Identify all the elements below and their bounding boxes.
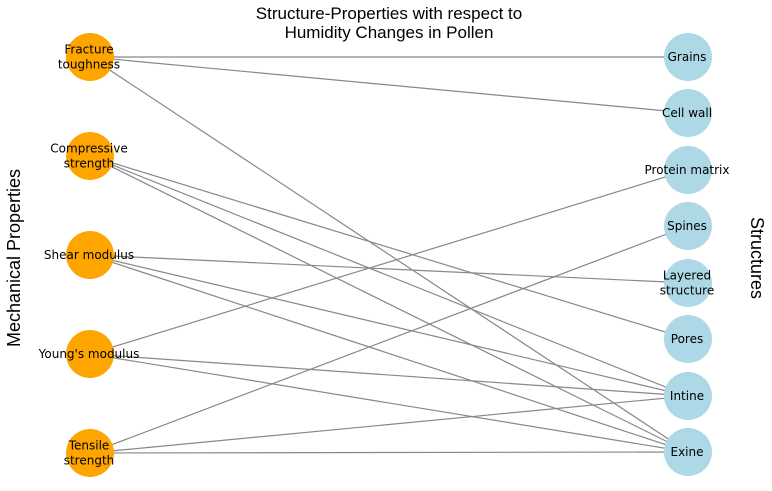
node-label-tensile: Tensile <box>68 439 110 453</box>
node-spines: Spines <box>664 202 712 250</box>
node-youngs: Young's modulus <box>38 330 140 378</box>
node-label-cellwall: Cell wall <box>662 106 712 120</box>
edge-tensile-intine <box>89 395 689 454</box>
edge-youngs-protein <box>89 169 689 355</box>
node-label-grains: Grains <box>668 50 707 64</box>
edge-compressive-pores <box>89 155 689 340</box>
node-label-shear: Shear modulus <box>44 248 134 262</box>
edge-compressive-intine <box>89 155 689 397</box>
node-protein: Protein matrix <box>645 146 730 194</box>
right-axis-label: Structures <box>747 217 767 299</box>
node-cellwall: Cell wall <box>662 89 712 137</box>
node-shear: Shear modulus <box>44 231 134 279</box>
node-circle-pores <box>664 315 712 363</box>
node-label-spines: Spines <box>667 219 707 233</box>
node-label-compressive: strength <box>64 157 115 171</box>
edge-tensile-spines <box>89 225 689 454</box>
node-label-exine: Exine <box>670 445 703 459</box>
node-circle-layered <box>664 259 712 307</box>
left-axis-label: Mechanical Properties <box>4 169 24 347</box>
node-label-compressive: Compressive <box>50 142 127 156</box>
node-label-tensile: strength <box>64 454 115 468</box>
edge-tensile-exine <box>89 451 689 454</box>
edge-shear-layered <box>89 254 689 284</box>
node-label-fracture: toughness <box>58 58 120 72</box>
title-line-1: Structure-Properties with respect to <box>256 4 522 23</box>
edge-fracture-exine <box>89 56 689 453</box>
node-label-fracture: Fracture <box>64 43 113 57</box>
edge-shear-intine <box>89 254 689 397</box>
edge-fracture-cellwall <box>89 56 689 114</box>
node-label-pores: Pores <box>671 332 703 346</box>
edges-group <box>89 56 689 454</box>
edge-compressive-exine <box>89 155 689 453</box>
node-circle-shear <box>66 231 114 279</box>
node-circle-cellwall <box>664 89 712 137</box>
node-circle-grains <box>664 33 712 81</box>
title-line-2: Humidity Changes in Pollen <box>285 23 494 42</box>
node-label-protein: Protein matrix <box>645 163 730 177</box>
node-label-layered: Layered <box>663 269 711 283</box>
node-intine: Intine <box>664 372 712 420</box>
node-pores: Pores <box>664 315 712 363</box>
node-label-layered: structure <box>660 284 714 298</box>
node-circle-exine <box>664 428 712 476</box>
node-circle-tensile <box>66 429 114 477</box>
node-circle-intine <box>664 372 712 420</box>
node-circle-protein <box>664 146 712 194</box>
node-circle-youngs <box>66 330 114 378</box>
node-circle-spines <box>664 202 712 250</box>
node-grains: Grains <box>664 33 712 81</box>
node-label-youngs: Young's modulus <box>38 347 140 361</box>
node-exine: Exine <box>664 428 712 476</box>
node-circle-fracture <box>66 33 114 81</box>
edge-youngs-exine <box>89 353 689 453</box>
edge-shear-exine <box>89 254 689 453</box>
nodes-group: FracturetoughnessCompressivestrengthShea… <box>38 33 730 477</box>
edge-youngs-intine <box>89 353 689 397</box>
node-label-intine: Intine <box>670 389 704 403</box>
node-circle-compressive <box>66 132 114 180</box>
